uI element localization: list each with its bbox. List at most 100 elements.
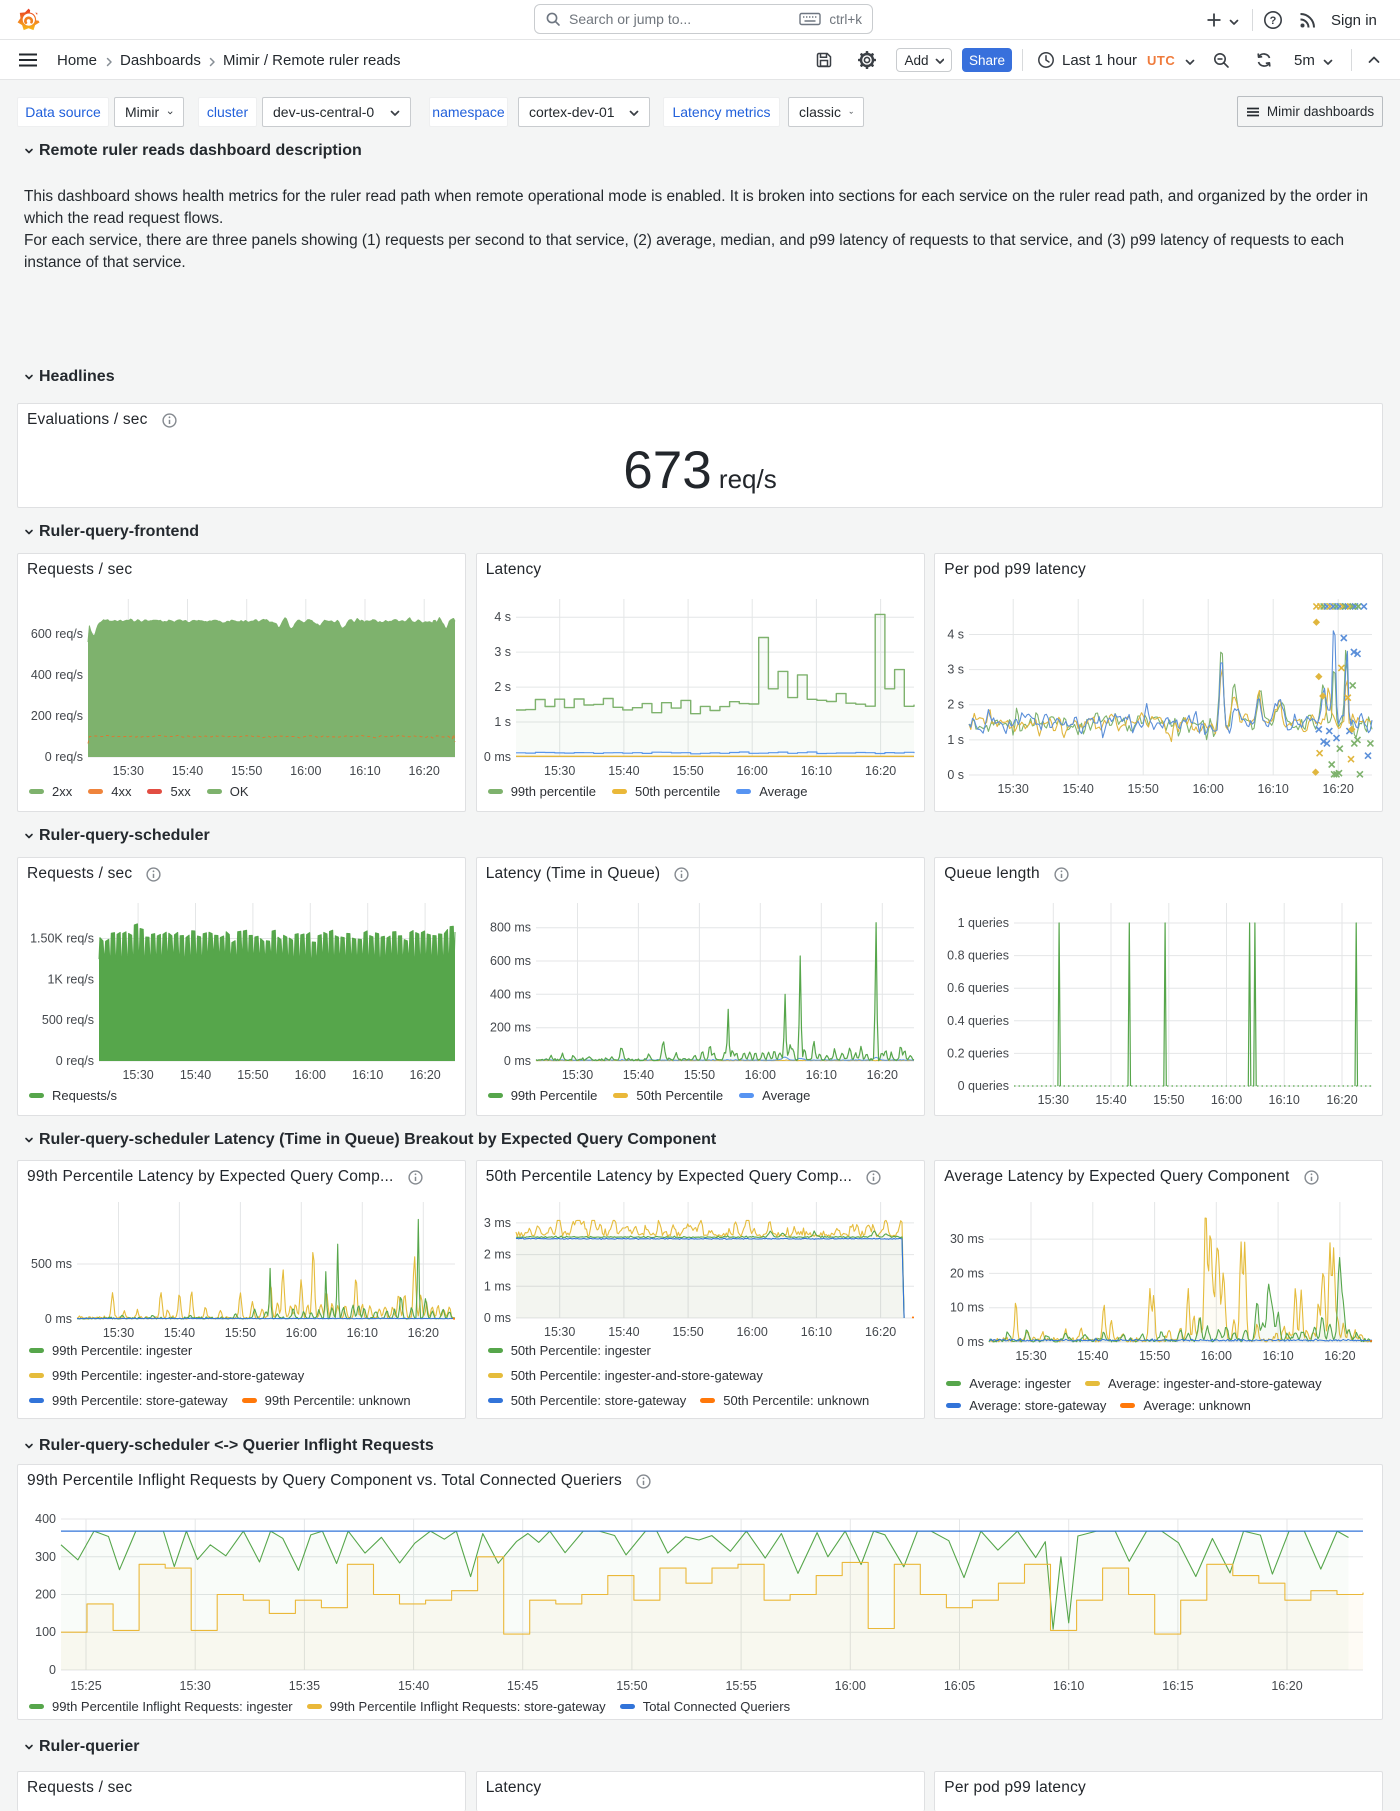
svg-text:100: 100: [35, 1625, 56, 1639]
svg-text:15:40: 15:40: [608, 764, 639, 778]
svg-text:16:00: 16:00: [835, 1679, 866, 1693]
svg-text:2 ms: 2 ms: [484, 1248, 511, 1262]
svg-text:16:15: 16:15: [1162, 1679, 1193, 1693]
svg-text:10 ms: 10 ms: [950, 1301, 984, 1315]
svg-text:16:20: 16:20: [1327, 1093, 1358, 1107]
svg-text:16:10: 16:10: [349, 764, 380, 778]
svg-text:16:10: 16:10: [352, 1068, 383, 1082]
svg-text:500 req/s: 500 req/s: [42, 1013, 94, 1027]
svg-text:600 ms: 600 ms: [490, 954, 531, 968]
svg-text:15:30: 15:30: [1016, 1349, 1047, 1363]
svg-text:0: 0: [49, 1663, 56, 1677]
svg-text:300: 300: [35, 1550, 56, 1564]
svg-text:0 s: 0 s: [948, 768, 965, 782]
svg-text:15:30: 15:30: [122, 1068, 153, 1082]
svg-text:16:10: 16:10: [1053, 1679, 1084, 1693]
svg-text:4 s: 4 s: [948, 628, 965, 642]
svg-text:16:20: 16:20: [409, 1068, 440, 1082]
svg-text:500 ms: 500 ms: [31, 1257, 72, 1271]
svg-text:15:55: 15:55: [725, 1679, 756, 1693]
svg-text:15:40: 15:40: [1077, 1349, 1108, 1363]
svg-text:600 req/s: 600 req/s: [31, 627, 83, 641]
svg-text:15:40: 15:40: [622, 1068, 653, 1082]
svg-text:15:30: 15:30: [180, 1679, 211, 1693]
svg-text:15:40: 15:40: [180, 1068, 211, 1082]
svg-text:0.4 queries: 0.4 queries: [947, 1014, 1009, 1028]
svg-text:15:40: 15:40: [1063, 782, 1094, 796]
svg-text:15:50: 15:50: [683, 1068, 714, 1082]
svg-text:0 ms: 0 ms: [957, 1335, 984, 1349]
svg-text:15:40: 15:40: [1096, 1093, 1127, 1107]
svg-text:15:30: 15:30: [1038, 1093, 1069, 1107]
svg-text:0 ms: 0 ms: [45, 1312, 72, 1326]
svg-text:400: 400: [35, 1512, 56, 1526]
svg-text:15:25: 15:25: [70, 1679, 101, 1693]
svg-text:16:00: 16:00: [295, 1068, 326, 1082]
svg-text:15:30: 15:30: [103, 1326, 134, 1340]
svg-text:15:40: 15:40: [172, 764, 203, 778]
svg-text:15:35: 15:35: [289, 1679, 320, 1693]
svg-text:16:00: 16:00: [736, 764, 767, 778]
svg-text:0 queries: 0 queries: [958, 1079, 1009, 1093]
svg-text:16:10: 16:10: [1263, 1349, 1294, 1363]
svg-text:16:20: 16:20: [865, 764, 896, 778]
svg-text:15:40: 15:40: [398, 1679, 429, 1693]
svg-text:16:20: 16:20: [1271, 1679, 1302, 1693]
svg-text:15:50: 15:50: [1128, 782, 1159, 796]
svg-text:16:20: 16:20: [409, 764, 440, 778]
svg-text:15:30: 15:30: [544, 1325, 575, 1339]
svg-text:2 s: 2 s: [948, 698, 965, 712]
svg-text:1 queries: 1 queries: [958, 916, 1009, 930]
svg-text:0.6 queries: 0.6 queries: [947, 981, 1009, 995]
svg-text:15:40: 15:40: [608, 1325, 639, 1339]
svg-text:0 req/s: 0 req/s: [56, 1054, 94, 1068]
svg-text:16:00: 16:00: [736, 1325, 767, 1339]
svg-text:0.2 queries: 0.2 queries: [947, 1046, 1009, 1060]
svg-text:400 ms: 400 ms: [490, 987, 531, 1001]
svg-text:16:20: 16:20: [1323, 782, 1354, 796]
svg-text:800 ms: 800 ms: [490, 921, 531, 935]
svg-text:16:20: 16:20: [865, 1325, 896, 1339]
svg-text:20 ms: 20 ms: [950, 1266, 984, 1280]
svg-text:4 s: 4 s: [494, 610, 511, 624]
svg-text:15:45: 15:45: [507, 1679, 538, 1693]
svg-text:15:30: 15:30: [544, 764, 575, 778]
svg-text:16:10: 16:10: [800, 1325, 831, 1339]
svg-text:15:50: 15:50: [616, 1679, 647, 1693]
svg-text:1 s: 1 s: [494, 715, 511, 729]
svg-text:16:00: 16:00: [1201, 1349, 1232, 1363]
svg-text:30 ms: 30 ms: [950, 1232, 984, 1246]
svg-text:0 ms: 0 ms: [504, 1054, 531, 1068]
svg-text:15:30: 15:30: [998, 782, 1029, 796]
svg-text:16:00: 16:00: [290, 764, 321, 778]
svg-text:15:50: 15:50: [672, 1325, 703, 1339]
svg-text:16:00: 16:00: [744, 1068, 775, 1082]
svg-text:15:30: 15:30: [113, 764, 144, 778]
svg-text:16:20: 16:20: [866, 1068, 897, 1082]
svg-text:1.50K req/s: 1.50K req/s: [30, 932, 94, 946]
svg-text:3 s: 3 s: [948, 663, 965, 677]
svg-text:1 ms: 1 ms: [484, 1279, 511, 1293]
svg-text:16:00: 16:00: [286, 1326, 317, 1340]
svg-text:0.8 queries: 0.8 queries: [947, 949, 1009, 963]
svg-text:16:10: 16:10: [1258, 782, 1289, 796]
svg-text:15:50: 15:50: [237, 1068, 268, 1082]
svg-text:16:10: 16:10: [805, 1068, 836, 1082]
svg-text:1K req/s: 1K req/s: [47, 972, 94, 986]
svg-text:2 s: 2 s: [494, 680, 511, 694]
svg-text:16:10: 16:10: [1269, 1093, 1300, 1107]
svg-text:400 req/s: 400 req/s: [31, 668, 83, 682]
svg-text:0 ms: 0 ms: [484, 750, 511, 764]
svg-text:15:50: 15:50: [1153, 1093, 1184, 1107]
svg-text:15:30: 15:30: [562, 1068, 593, 1082]
svg-text:15:50: 15:50: [1139, 1349, 1170, 1363]
svg-text:16:00: 16:00: [1211, 1093, 1242, 1107]
svg-text:16:20: 16:20: [408, 1326, 439, 1340]
svg-text:1 s: 1 s: [948, 733, 965, 747]
svg-text:15:40: 15:40: [164, 1326, 195, 1340]
svg-text:200: 200: [35, 1588, 56, 1602]
svg-text:16:10: 16:10: [800, 764, 831, 778]
svg-text:16:10: 16:10: [347, 1326, 378, 1340]
svg-text:200 ms: 200 ms: [490, 1021, 531, 1035]
svg-text:0 req/s: 0 req/s: [45, 750, 83, 764]
